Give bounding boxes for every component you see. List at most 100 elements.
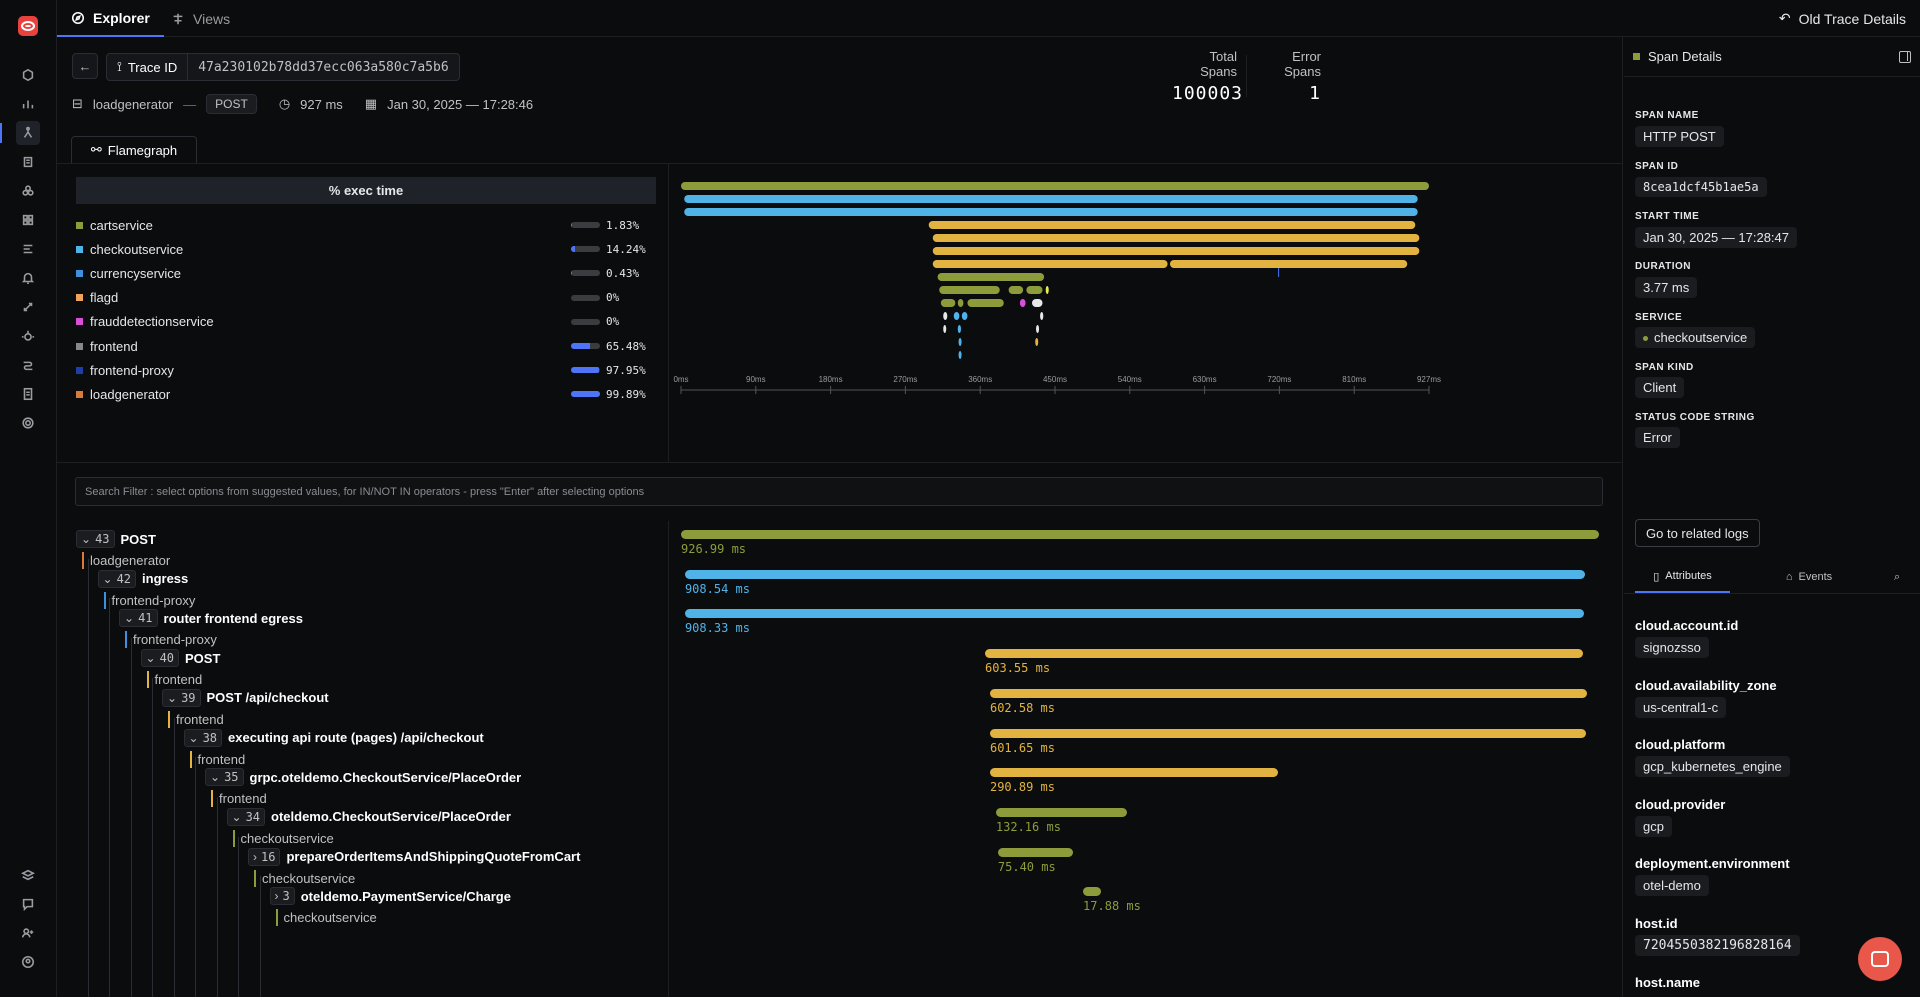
legend-pct: 0%	[606, 315, 620, 329]
logs-icon[interactable]	[16, 150, 40, 174]
expand-toggle[interactable]: ⌄ 38	[183, 728, 223, 747]
span-service: frontend	[168, 710, 329, 728]
waterfall-bar[interactable]	[1083, 887, 1101, 897]
waterfall-bar[interactable]	[989, 728, 1586, 738]
traces-icon[interactable]	[0, 121, 40, 145]
go-to-related-logs-button[interactable]: Go to related logs	[1635, 519, 1760, 547]
tree-guide-line	[173, 717, 175, 997]
collapse-panel-icon[interactable]	[1899, 50, 1911, 63]
span-id-value[interactable]: 8cea1dcf45b1ae5a	[1635, 177, 1767, 197]
expand-toggle[interactable]: ⌄ 40	[140, 649, 180, 668]
trace-id-box[interactable]: ⟟ Trace ID 47a230102b78dd37ecc063a580c7a5…	[106, 53, 460, 81]
span-tree-row[interactable]: ⌄ 34 oteldemo.CheckoutService/PlaceOrder ch…	[226, 807, 511, 855]
legend-row[interactable]: currencyservice 0.43%	[76, 263, 656, 283]
span-tree-row[interactable]: ⌄ 38 executing api route (pages) /api/chec…	[183, 728, 484, 776]
waterfall-bar[interactable]	[684, 569, 1585, 579]
span-service: checkoutservice	[275, 909, 511, 927]
waterfall-bar[interactable]	[684, 609, 1585, 619]
legend-row[interactable]: frauddetectionservice 0%	[76, 312, 656, 332]
settings-icon[interactable]	[16, 411, 40, 435]
expand-toggle[interactable]: ⌄ 39	[162, 688, 201, 707]
tab-attributes[interactable]: ▯ Attributes	[1635, 561, 1730, 593]
flame-span	[684, 208, 1418, 216]
legend-row[interactable]: flagd 0%	[76, 288, 656, 308]
search-filter-input[interactable]: Search Filter : select options from sugg…	[75, 477, 1603, 506]
status-value: Error	[1635, 427, 1680, 448]
alerts-icon[interactable]	[16, 266, 40, 290]
flame-span	[961, 312, 968, 320]
search-attributes-icon[interactable]: ⌕	[1894, 570, 1901, 583]
compass-icon	[71, 11, 85, 24]
flame-span	[1019, 299, 1026, 307]
waterfall-duration: 75.40 ms	[997, 859, 1056, 874]
legend-row[interactable]: cartservice 1.83%	[76, 215, 656, 235]
billing-icon[interactable]	[16, 382, 40, 406]
waterfall-duration: 926.99 ms	[681, 542, 747, 556]
legend-row[interactable]: checkoutservice 14.24%	[76, 239, 656, 259]
tab-views[interactable]: Views	[157, 0, 244, 37]
legend-bar	[571, 343, 600, 349]
expand-toggle[interactable]: ⌄ 42	[97, 569, 137, 588]
layers-icon[interactable]	[16, 863, 40, 887]
exceptions-icon[interactable]	[16, 324, 40, 348]
attribute-value[interactable]: us-central1-c	[1635, 696, 1727, 718]
old-trace-details-link[interactable]: ↶ Old Trace Details	[1778, 10, 1906, 27]
chevron-down-icon: ⌄	[102, 571, 113, 586]
span-tree-row[interactable]: ⌄ 42 ingress frontend-proxy	[97, 569, 195, 617]
tab-flamegraph[interactable]: ⚯ Flamegraph	[71, 136, 197, 163]
signoz-logo[interactable]	[18, 16, 38, 36]
legend-row[interactable]: frontend 65.48%	[76, 336, 656, 356]
legend-row[interactable]: frontend-proxy 97.95%	[76, 360, 656, 380]
flame-axis-label: 630ms	[1193, 375, 1217, 384]
flamegraph-icon: ⚯	[90, 142, 102, 157]
bookmark-icon: ▯	[1653, 570, 1660, 583]
waterfall-duration: 290.89 ms	[989, 780, 1055, 795]
waterfall-bar[interactable]	[989, 688, 1587, 698]
legend-swatch	[76, 366, 83, 374]
expand-toggle[interactable]: ⌄ 34	[226, 807, 266, 826]
span-tree-row[interactable]: ⌄ 35 grpc.oteldemo.CheckoutService/PlaceOr…	[205, 767, 521, 815]
invite-user-icon[interactable]	[16, 921, 40, 945]
expand-toggle[interactable]: ⌄ 41	[119, 609, 158, 628]
attribute-value[interactable]: otel-demo	[1635, 875, 1709, 896]
attribute-key: cloud.account.id	[1635, 618, 1739, 633]
attribute-value[interactable]: gcp	[1635, 815, 1672, 837]
waterfall-bar[interactable]	[985, 649, 1583, 659]
flame-axis-label: 270ms	[893, 375, 917, 384]
span-tree-row[interactable]: ⌄ 39 POST /api/checkout frontend	[162, 688, 329, 736]
attribute-value[interactable]: 7204550382196828164	[1635, 934, 1800, 956]
expand-toggle[interactable]: ⌄ 43	[76, 530, 115, 548]
flamegraph[interactable]: 0ms 90ms 180ms 270ms 360ms 450ms 540ms 630ms 720…	[670, 164, 1623, 462]
apps-icon[interactable]	[16, 208, 40, 232]
legend-row[interactable]: loadgenerator 99.89%	[76, 384, 656, 404]
attribute-value[interactable]: signozsso	[1635, 637, 1709, 658]
chat-support-button[interactable]	[1858, 937, 1902, 981]
waterfall-bar[interactable]	[989, 768, 1279, 778]
waterfall-bar[interactable]	[997, 847, 1073, 857]
dashboards-icon[interactable]	[16, 179, 40, 203]
user-avatar-icon[interactable]	[16, 950, 40, 974]
back-button[interactable]: ←	[72, 53, 98, 79]
feedback-icon[interactable]	[16, 892, 40, 916]
expand-toggle[interactable]: › 16	[248, 847, 281, 866]
span-tree-row[interactable]: ⌄ 40 POST frontend	[140, 648, 220, 696]
services-icon[interactable]	[16, 92, 40, 116]
waterfall-bar[interactable]	[995, 807, 1127, 817]
integrations-icon[interactable]	[16, 295, 40, 319]
waterfall-duration: 908.54 ms	[684, 581, 750, 596]
span-tree-row[interactable]: ⌄ 41 router frontend egress frontend-proxy	[119, 608, 303, 656]
tab-events[interactable]: ⌂ Events	[1785, 571, 1833, 583]
expand-toggle[interactable]: › 3	[269, 887, 295, 906]
waterfall-bar[interactable]	[681, 530, 1599, 539]
pipelines-icon[interactable]	[16, 353, 40, 377]
expand-toggle[interactable]: ⌄ 35	[205, 768, 244, 787]
span-tree-row[interactable]: ⌄ 43 POST loadgenerator	[76, 529, 170, 577]
span-tree-row[interactable]: › 3 oteldemo.PaymentService/Charge checkout…	[269, 886, 511, 934]
tree-guide-line	[109, 598, 110, 997]
home-icon[interactable]	[16, 63, 40, 87]
trace-id-value[interactable]: 47a230102b78dd37ecc063a580c7a5b6	[198, 59, 449, 75]
messaging-icon[interactable]	[16, 237, 40, 261]
attribute-value[interactable]: gcp_kubernetes_engine	[1635, 756, 1790, 777]
tab-explorer[interactable]: Explorer	[57, 0, 164, 37]
span-tree-row[interactable]: › 16 prepareOrderItemsAndShippingQuoteFrom…	[248, 847, 580, 895]
